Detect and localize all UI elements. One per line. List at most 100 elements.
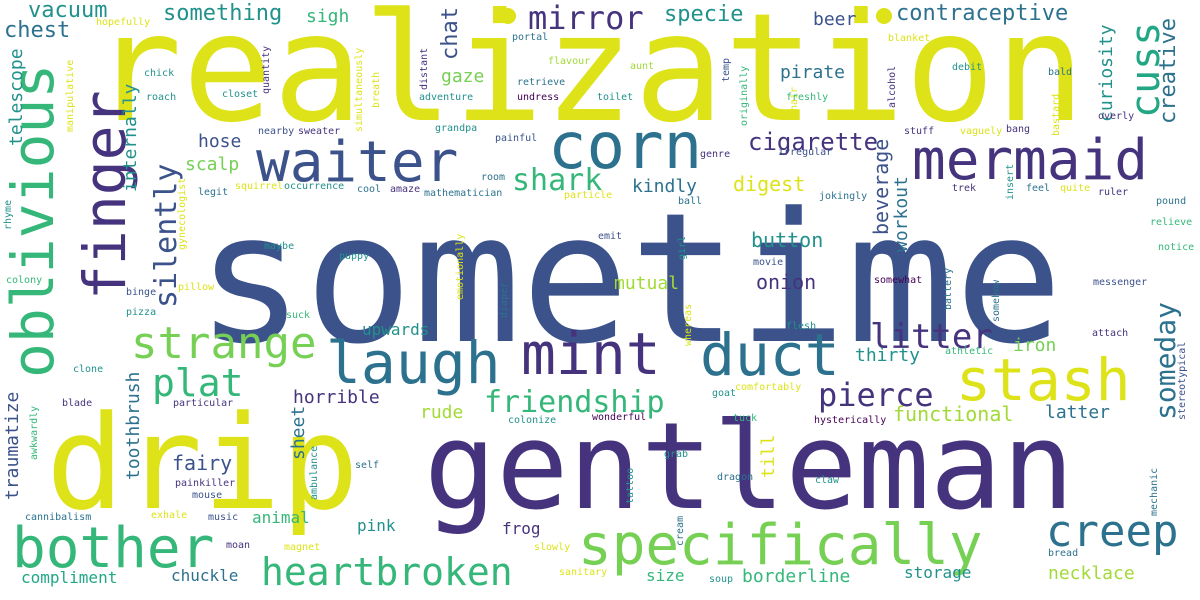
cloud-word: flavour xyxy=(548,56,591,67)
cloud-word: moan xyxy=(226,540,251,551)
cloud-word: sometime xyxy=(196,175,1063,384)
cloud-word: freshly xyxy=(786,92,829,103)
cloud-word: gaze xyxy=(441,66,485,87)
cloud-word: sweater xyxy=(298,126,341,137)
cloud-word: storage xyxy=(904,563,972,582)
cloud-word: binge xyxy=(126,287,157,298)
cloud-word: music xyxy=(208,512,239,523)
cloud-word: occurrence xyxy=(284,181,345,192)
cloud-word: corn xyxy=(548,110,703,184)
cloud-word: ambulance xyxy=(309,445,320,500)
cloud-word: mutual xyxy=(614,273,680,294)
cloud-word: fairy xyxy=(172,451,233,475)
cloud-word: sigh xyxy=(306,6,350,27)
cloud-word: frog xyxy=(502,519,541,538)
cloud-word: colony xyxy=(6,275,43,286)
cloud-word: adventure xyxy=(419,92,474,103)
cloud-word: legit xyxy=(198,187,229,198)
cloud-word: till xyxy=(758,434,779,478)
cloud-word: portal xyxy=(512,32,549,43)
cloud-word: cool xyxy=(357,184,382,195)
cloud-word: painkiller xyxy=(175,478,236,489)
cloud-word: self xyxy=(355,460,380,471)
cloud-word: sanitary xyxy=(559,567,608,578)
cloud-word: cigarette xyxy=(748,128,879,156)
cloud-word: gynecologist xyxy=(177,177,188,250)
cloud-word: retrieve xyxy=(517,77,566,88)
cloud-word: pound xyxy=(1156,196,1187,207)
cloud-word: friendship xyxy=(484,385,665,420)
cloud-word: flesh xyxy=(786,321,817,332)
cloud-word: necklace xyxy=(1048,563,1135,584)
cloud-word: notice xyxy=(1158,242,1195,253)
cloud-word: insert xyxy=(1005,163,1016,200)
cloud-word: breath xyxy=(371,71,382,108)
cloud-word: claw xyxy=(815,475,840,486)
cloud-word: sheet xyxy=(288,405,309,460)
cloud-word: magnet xyxy=(284,542,321,553)
cloud-word: plat xyxy=(152,361,244,405)
cloud-word: bastard xyxy=(1051,93,1062,136)
cloud-word: mouse xyxy=(192,490,223,501)
cloud-word: athletic xyxy=(945,346,994,357)
cloud-word: tuck xyxy=(733,413,758,424)
cloud-word: messenger xyxy=(1093,277,1148,288)
cloud-word: curiosity xyxy=(1096,24,1117,122)
cloud-word: overly xyxy=(1098,111,1135,122)
cloud-word: originally xyxy=(739,65,750,126)
cloud-word: pink xyxy=(357,516,396,535)
dot-mark xyxy=(500,8,516,24)
cloud-word: compliment xyxy=(21,568,118,587)
cloud-word: stuff xyxy=(904,126,935,137)
cloud-word: goat xyxy=(712,388,737,399)
cloud-word: maybe xyxy=(264,241,295,252)
cloud-word: workout xyxy=(891,176,912,252)
cloud-word: mechanic xyxy=(1149,467,1160,516)
cloud-word: hose xyxy=(198,131,242,152)
cloud-word: pirate xyxy=(780,62,846,83)
cloud-word: trek xyxy=(952,183,977,194)
cloud-word: animal xyxy=(252,508,310,527)
cloud-word: exhale xyxy=(151,510,188,521)
cloud-word: beer xyxy=(813,9,857,30)
cloud-word: laugh xyxy=(326,329,501,397)
cloud-word: button xyxy=(751,228,824,252)
cloud-word: chuckle xyxy=(171,566,239,585)
cloud-word: litter xyxy=(870,317,993,357)
cloud-word: attach xyxy=(1092,328,1129,339)
cloud-word: girl xyxy=(677,235,688,260)
cloud-word: bread xyxy=(1048,548,1079,559)
cloud-word: jokingly xyxy=(819,191,868,202)
cloud-word: soup xyxy=(709,574,734,585)
cloud-word: kindly xyxy=(632,176,698,197)
cloud-word: whereas xyxy=(683,303,694,346)
cloud-word: battery xyxy=(943,267,954,310)
cloud-word: suck xyxy=(286,310,311,321)
cloud-word: comfortably xyxy=(735,382,802,393)
cloud-word: pizza xyxy=(126,307,157,318)
cloud-word: duct xyxy=(700,321,840,389)
cloud-word: ball xyxy=(678,196,703,207)
cloud-word: squirrel xyxy=(235,181,284,192)
cloud-word: vaguely xyxy=(960,126,1003,137)
cloud-word: pillow xyxy=(178,282,215,293)
cloud-word: colonize xyxy=(508,415,557,426)
cloud-word: painful xyxy=(495,133,538,144)
cloud-word: latter xyxy=(1045,402,1111,423)
cloud-word: cannibalism xyxy=(25,512,92,523)
cloud-word: emit xyxy=(598,231,623,242)
cloud-word: size xyxy=(646,566,685,585)
cloud-word: borderline xyxy=(742,566,851,587)
cloud-word: temp xyxy=(721,57,732,82)
cloud-word: creative xyxy=(1156,18,1181,124)
cloud-word: beverage xyxy=(869,138,893,235)
cloud-word: awkwardly xyxy=(29,405,40,460)
cloud-word: digest xyxy=(733,172,806,196)
cloud-word: alcohol xyxy=(887,65,898,108)
cloud-word: quite xyxy=(1060,183,1091,194)
cloud-word: hysterically xyxy=(814,415,887,426)
cloud-word: simultaneously xyxy=(354,47,365,132)
cloud-word: genre xyxy=(700,149,731,160)
cloud-word: roach xyxy=(146,92,177,103)
cloud-word: wonderful xyxy=(592,412,647,423)
